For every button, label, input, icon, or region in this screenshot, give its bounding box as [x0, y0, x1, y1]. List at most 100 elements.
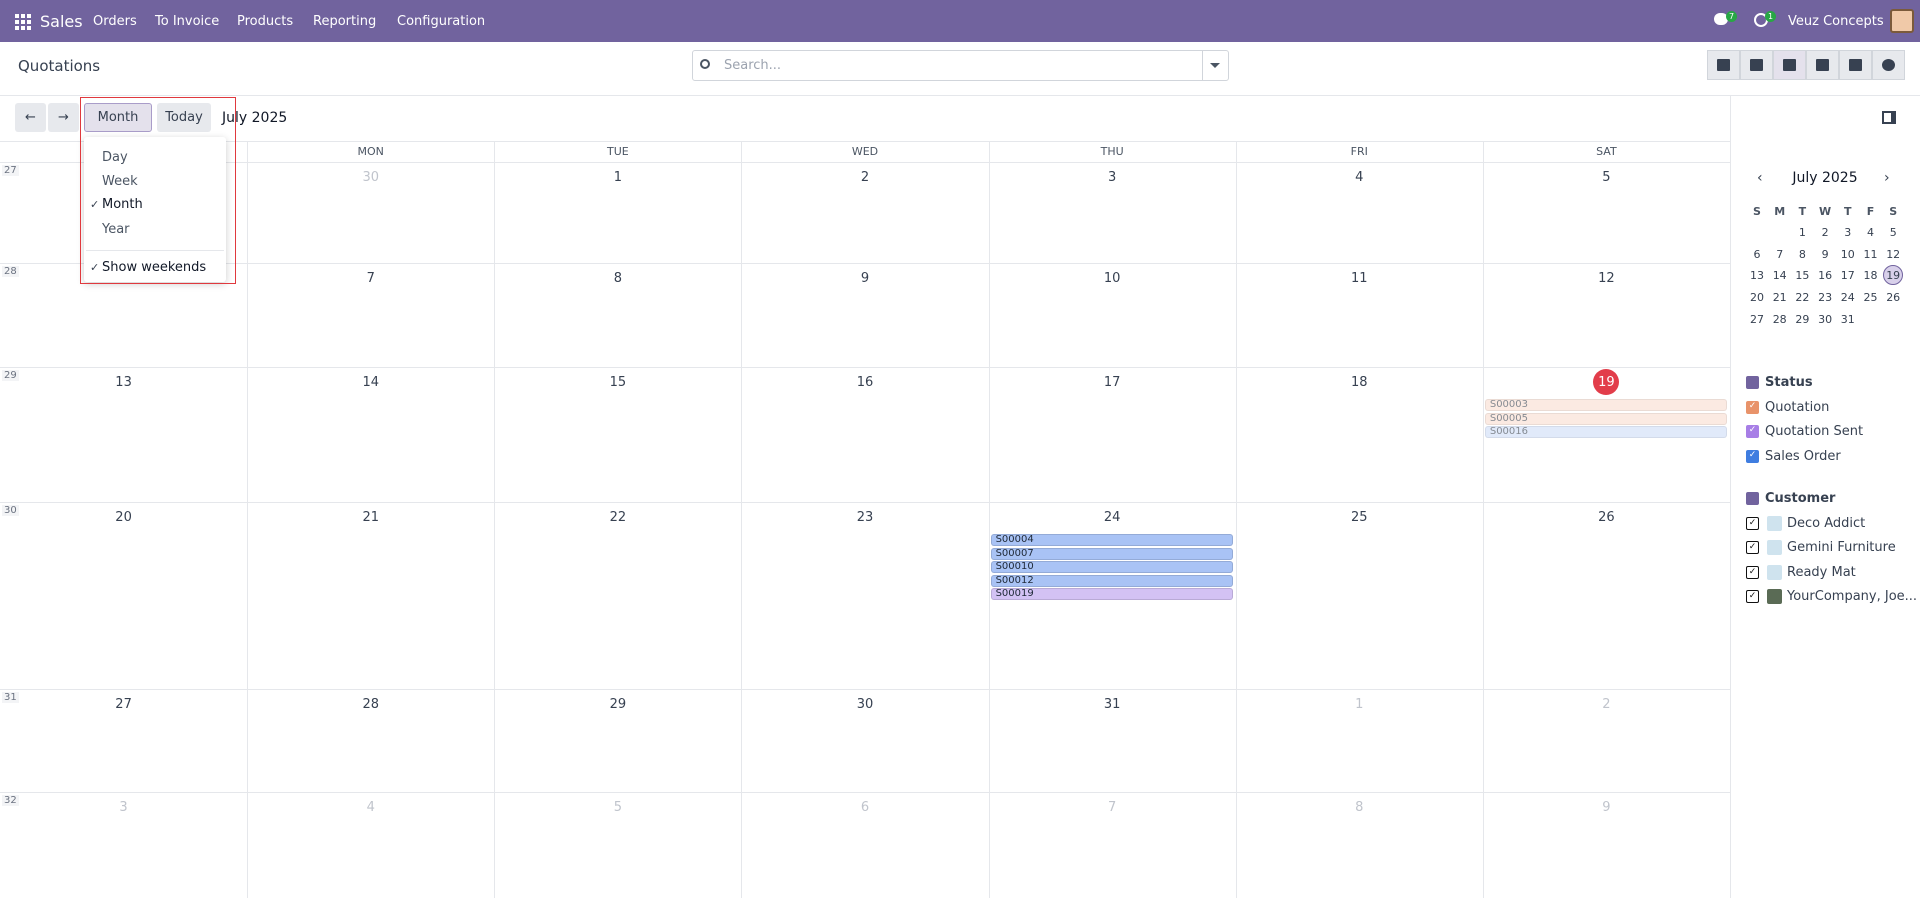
menu-item[interactable]: Orders	[93, 14, 137, 29]
mini-day[interactable]: 8	[1798, 247, 1806, 261]
mini-day[interactable]: 19	[1886, 269, 1901, 283]
menu-option[interactable]: Month	[102, 197, 143, 212]
mini-day[interactable]: 9	[1821, 247, 1829, 261]
filter-checkbox[interactable]: ✓	[1746, 516, 1759, 530]
day-number[interactable]: 24	[1103, 510, 1121, 525]
menu-item[interactable]: To Invoice	[155, 14, 220, 29]
day-number[interactable]: 20	[115, 510, 132, 525]
day-number[interactable]: 23	[856, 510, 874, 525]
menu-item[interactable]: Reporting	[313, 14, 377, 29]
filter-checkbox[interactable]: ✓	[1746, 541, 1759, 555]
menu-option[interactable]: Show weekends	[102, 260, 207, 275]
mini-day[interactable]: 21	[1772, 291, 1787, 305]
menu-option[interactable]: Week	[102, 174, 138, 189]
day-number[interactable]: 12	[1598, 271, 1615, 286]
filter-checkbox[interactable]	[1746, 376, 1759, 389]
search-toggle[interactable]	[1210, 63, 1220, 68]
mini-day[interactable]: 3	[1844, 226, 1852, 239]
mini-day[interactable]: 24	[1840, 291, 1855, 305]
apps-icon[interactable]	[15, 14, 31, 30]
event[interactable]: S00012	[990, 574, 1233, 587]
event[interactable]: S00005	[1484, 412, 1727, 425]
day-number[interactable]: 31	[1103, 697, 1121, 712]
mini-prev[interactable]: ‹	[1757, 170, 1763, 186]
chat-icon[interactable]	[1714, 13, 1728, 25]
day-number[interactable]: 13	[115, 375, 132, 390]
mini-day[interactable]: 12	[1886, 247, 1901, 261]
day-number[interactable]: 2	[860, 170, 870, 185]
event[interactable]: S00016	[1484, 426, 1727, 438]
menu-item[interactable]: Products	[237, 14, 294, 29]
day-number[interactable]: 9	[1602, 800, 1611, 815]
mini-day[interactable]: 2	[1821, 226, 1829, 239]
filter-checkbox[interactable]: ✓	[1746, 449, 1759, 463]
mini-day[interactable]: 26	[1886, 291, 1901, 305]
next-button[interactable]: →	[48, 103, 79, 132]
app-name[interactable]: Sales	[40, 12, 83, 31]
filter-title[interactable]: Status	[1765, 375, 1813, 390]
search-placeholder[interactable]: Search...	[724, 58, 782, 73]
mini-day[interactable]: 27	[1750, 312, 1764, 326]
day-number[interactable]: 30	[362, 170, 379, 185]
event[interactable]: S00007	[990, 547, 1233, 560]
day-number[interactable]: 5	[613, 800, 622, 815]
filter-item[interactable]: Gemini Furniture	[1787, 540, 1896, 556]
mini-day[interactable]: 6	[1753, 247, 1761, 261]
day-number[interactable]: 25	[1351, 510, 1368, 525]
day-number[interactable]: 2	[1602, 697, 1611, 712]
day-number[interactable]: 8	[1355, 800, 1364, 815]
filter-checkbox[interactable]: ✓	[1746, 401, 1759, 414]
event[interactable]: S00003	[1484, 399, 1727, 411]
mini-day[interactable]: 14	[1772, 269, 1787, 283]
search-box[interactable]	[692, 50, 1229, 81]
mini-day[interactable]: 30	[1818, 312, 1833, 326]
mini-day[interactable]: 16	[1818, 269, 1833, 283]
day-number[interactable]: 14	[362, 375, 379, 390]
mini-day[interactable]: 22	[1795, 291, 1810, 305]
day-number[interactable]: 19	[1598, 375, 1615, 390]
day-number[interactable]: 15	[609, 375, 627, 390]
mini-day[interactable]: 23	[1818, 291, 1833, 305]
mini-next[interactable]: ›	[1884, 170, 1890, 186]
mini-day[interactable]: 29	[1795, 312, 1810, 326]
day-number[interactable]: 30	[856, 697, 874, 712]
day-number[interactable]: 9	[860, 271, 870, 286]
filter-item[interactable]: Quotation	[1765, 400, 1830, 415]
day-number[interactable]: 6	[860, 800, 870, 815]
mini-day[interactable]: 15	[1795, 269, 1810, 283]
mini-day[interactable]: 18	[1863, 269, 1878, 283]
mini-day[interactable]: 11	[1863, 247, 1878, 261]
mini-day[interactable]: 10	[1840, 247, 1855, 261]
menu-option[interactable]: Day	[102, 150, 128, 165]
filter-item[interactable]: YourCompany, Joe...	[1787, 588, 1918, 604]
menu-item[interactable]: Configuration	[397, 14, 486, 29]
day-number[interactable]: 22	[609, 510, 627, 525]
mini-day[interactable]: 25	[1863, 291, 1878, 305]
day-number[interactable]: 3	[119, 800, 128, 815]
day-number[interactable]: 28	[362, 697, 379, 712]
scale-button[interactable]: Month	[84, 103, 152, 132]
day-number[interactable]: 26	[1598, 510, 1615, 525]
mini-day[interactable]: 28	[1772, 312, 1787, 326]
user-avatar[interactable]	[1890, 9, 1914, 33]
day-number[interactable]: 1	[1355, 697, 1364, 712]
prev-button[interactable]: ←	[15, 103, 46, 132]
company-name[interactable]: Veuz Concepts	[1788, 14, 1884, 29]
sidebar-toggle[interactable]	[1882, 111, 1896, 124]
filter-checkbox[interactable]: ✓	[1746, 589, 1759, 603]
mini-day[interactable]: 17	[1840, 269, 1855, 283]
filter-checkbox[interactable]: ✓	[1746, 565, 1759, 579]
day-number[interactable]: 1	[613, 170, 622, 185]
day-number[interactable]: 7	[1107, 800, 1117, 815]
day-number[interactable]: 18	[1351, 375, 1368, 390]
day-number[interactable]: 4	[1355, 170, 1364, 185]
day-number[interactable]: 21	[362, 510, 379, 525]
mini-day[interactable]: 20	[1750, 291, 1764, 305]
day-number[interactable]: 27	[115, 697, 132, 712]
mini-day[interactable]: 4	[1867, 226, 1874, 239]
day-number[interactable]: 3	[1107, 170, 1117, 185]
menu-option[interactable]: Year	[102, 222, 130, 237]
filter-checkbox[interactable]: ✓	[1746, 425, 1759, 439]
day-number[interactable]: 16	[856, 375, 874, 390]
day-number[interactable]: 17	[1103, 375, 1121, 390]
